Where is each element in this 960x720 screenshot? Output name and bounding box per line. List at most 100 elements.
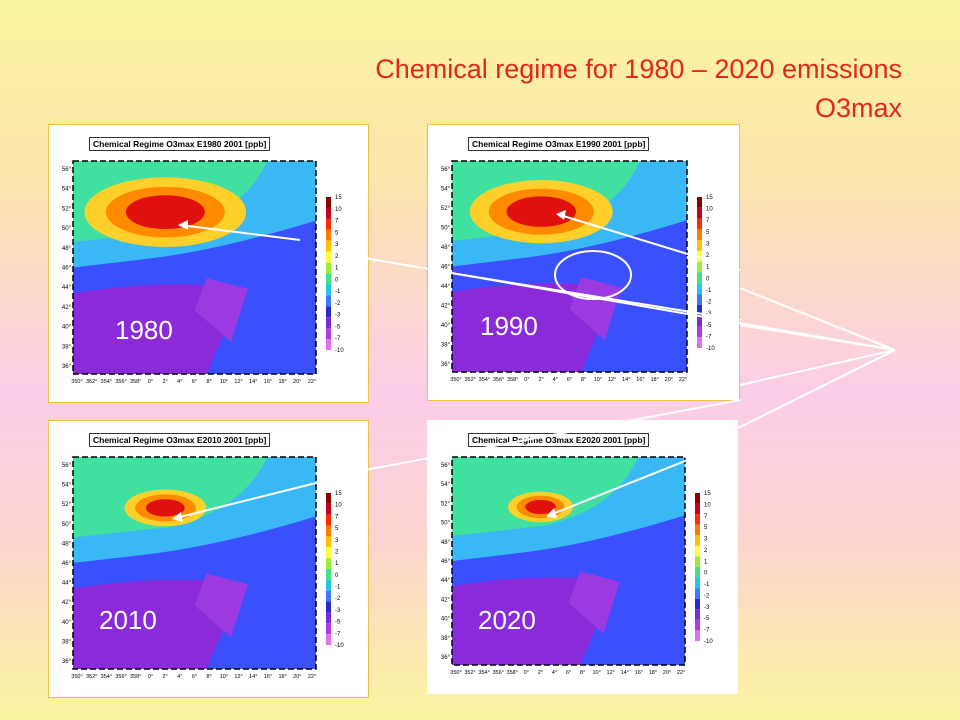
colorbar-tick-label: -10 (706, 346, 715, 352)
lon-tick-label: 12° (234, 379, 242, 385)
colorbar-swatch (695, 588, 700, 599)
colorbar-tick-label: -10 (704, 639, 713, 645)
lat-tick-label: 54° (62, 483, 72, 489)
colorbar-tick-label: 5 (704, 525, 708, 531)
map-plot: 56°54°52°50°48°46°44°42°40°38°36°350° 352… (441, 456, 713, 676)
lon-tick-label: 350° (71, 674, 82, 680)
colorbar-swatch (326, 579, 331, 591)
colorbar-swatch (697, 326, 702, 338)
colorbar-tick-label: 2 (706, 253, 710, 259)
lon-tick-label: 350° (71, 379, 82, 385)
land-region (194, 573, 248, 638)
lat-tick-label: 42° (62, 600, 72, 606)
lon-tick-label: 356° (115, 674, 126, 680)
lon-tick-label: 0° (148, 379, 153, 385)
map-title: Chemical Regime O3max E1980 2001 [ppb] (89, 137, 271, 151)
colorbar-swatch (695, 577, 700, 589)
colorbar-swatch (695, 630, 700, 641)
lat-tick-label: 50° (62, 522, 72, 528)
lon-tick-label: 8° (580, 670, 585, 676)
colorbar-swatch (695, 567, 700, 578)
lon-tick-label: 22° (308, 674, 316, 680)
lon-tick-label: 12° (234, 674, 242, 680)
lon-tick-label: 352° (464, 670, 475, 676)
colorbar-tick-label: 1 (706, 265, 710, 271)
map-title: Chemical Regime O3max E1990 2001 [ppb] (468, 137, 650, 151)
colorbar-swatch (326, 284, 331, 296)
colorbar-tick-label: -7 (704, 628, 710, 634)
lat-tick-label: 52° (62, 206, 72, 212)
colorbar-tick-label: 10 (704, 502, 711, 508)
lon-tick-label: 356° (492, 670, 503, 676)
colorbar-tick-label: 7 (706, 218, 710, 224)
colorbar-tick-label: 1 (704, 559, 708, 565)
colorbar-tick-label: -3 (335, 313, 341, 319)
colorbar-swatch (695, 545, 700, 557)
lon-tick-label: 358° (130, 379, 141, 385)
lon-tick-label: 2° (162, 674, 167, 680)
lon-tick-label: 10° (594, 377, 602, 383)
lat-tick-label: 50° (441, 226, 451, 232)
colorbar-tick-label: -7 (706, 334, 712, 340)
slide-title-line2: O3max (814, 93, 902, 123)
colorbar-swatch (695, 493, 700, 504)
colorbar-swatch (697, 304, 702, 316)
lat-tick-label: 56° (62, 167, 72, 173)
colorbar-tick-label: -2 (335, 301, 341, 307)
colorbar-tick-label: -7 (335, 631, 341, 637)
lon-tick-label: 354° (479, 377, 490, 383)
lon-tick-label: 4° (552, 670, 557, 676)
lon-tick-label: 18° (278, 674, 286, 680)
colorbar-tick-label: 0 (335, 277, 339, 283)
lat-tick-label: 54° (62, 187, 72, 193)
lon-tick-label: 8° (581, 377, 586, 383)
colorbar-swatch (697, 272, 702, 284)
colorbar-swatch (326, 306, 331, 318)
lon-tick-label: 350° (450, 670, 461, 676)
lon-tick-label: 20° (293, 674, 301, 680)
map-panel-2020: 56° 54° 52° 50° 48° 46° 44° 42° 40° 38° 36° 350° 352… (427, 420, 738, 694)
colorbar-swatch (695, 598, 700, 610)
colorbar-tick-label: -3 (335, 608, 341, 614)
lat-tick-label: 46° (441, 559, 451, 565)
lon-tick-label: 14° (249, 674, 257, 680)
colorbar-tick-label: -1 (704, 582, 710, 588)
colorbar-swatch (697, 294, 702, 305)
lon-tick-label: 4° (177, 379, 182, 385)
lon-tick-label: 14° (622, 377, 630, 383)
colorbar-tick-label: 10 (335, 503, 342, 509)
lon-tick-label: 20° (663, 670, 671, 676)
lon-tick-label: 18° (650, 377, 658, 383)
colorbar-tick-label: -3 (704, 605, 710, 611)
colorbar-swatch (697, 240, 702, 251)
colorbar-swatch (326, 295, 331, 307)
colorbar-swatch (326, 493, 331, 504)
colorbar-tick-label: 1 (335, 561, 339, 567)
lat-tick-label: 40° (62, 325, 72, 331)
colorbar-tick-label: 3 (704, 537, 708, 543)
colorbar-tick-label: 3 (335, 242, 339, 248)
colorbar-tick-label: 5 (706, 230, 710, 236)
colorbar-tick-label: 2 (335, 254, 339, 260)
colorbar-tick-label: -3 (706, 311, 712, 317)
colorbar-tick-label: -10 (335, 348, 344, 354)
lon-tick-label: 22° (677, 670, 685, 676)
lat-tick-label: 42° (441, 304, 451, 310)
lon-tick-label: 354° (478, 670, 489, 676)
lat-tick-label: 56° (62, 463, 72, 469)
lon-tick-label: 6° (567, 377, 572, 383)
lat-tick-label: 52° (441, 206, 451, 212)
lon-tick-label: 352° (86, 379, 97, 385)
colorbar-swatch (697, 197, 702, 208)
colorbar-tick-label: 15 (706, 195, 713, 201)
colorbar-swatch (326, 601, 331, 613)
lon-tick-label: 356° (115, 379, 126, 385)
lon-tick-label: 350° (450, 377, 461, 383)
colorbar-swatch (697, 207, 702, 219)
colorbar-tick-label: -1 (335, 289, 341, 295)
colorbar-swatch (697, 283, 702, 295)
connector-line (739, 324, 896, 351)
hotspot-region (506, 196, 577, 227)
lat-tick-label: 46° (62, 561, 72, 567)
colorbar-tick-label: -1 (335, 585, 341, 591)
